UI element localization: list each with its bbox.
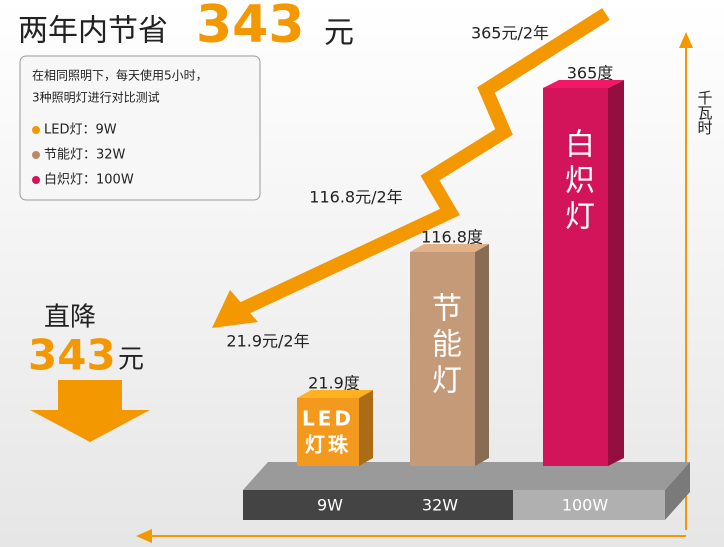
bar-side — [475, 244, 489, 466]
legend-dot — [32, 126, 40, 134]
note-line: 在相同照明下，每天使用5小时， — [32, 68, 208, 83]
usage-label: 116.8度 — [421, 228, 483, 247]
power-label: 9W — [317, 496, 343, 515]
cost-label: 365元/2年 — [471, 24, 549, 43]
power-label: 32W — [422, 496, 458, 515]
legend-dot — [32, 176, 40, 184]
bar-name: 白炽灯 — [559, 128, 594, 236]
legend-dot — [32, 151, 40, 159]
bar-side — [359, 390, 373, 466]
bar-top — [543, 80, 624, 88]
bar-name: 灯珠 — [305, 433, 351, 457]
platform-top — [243, 462, 690, 490]
down-arrow — [30, 380, 150, 442]
axis-arrow — [679, 32, 693, 48]
platform-front — [513, 490, 665, 520]
axis-label: 千瓦时 — [696, 90, 714, 135]
platform-side — [665, 462, 690, 520]
usage-label: 365度 — [567, 64, 614, 83]
legend-label: 白炽灯：100W — [44, 172, 134, 188]
headline-text: 两年内节省 — [18, 14, 168, 49]
bar — [410, 252, 475, 466]
bar-top — [297, 390, 373, 398]
cost-label: 21.9元/2年 — [226, 332, 309, 351]
usage-label: 21.9度 — [308, 374, 360, 393]
headline-amount: 343 — [196, 0, 305, 55]
trend-arrowhead — [212, 290, 258, 328]
cost-label: 116.8元/2年 — [309, 188, 402, 207]
bar — [297, 398, 359, 466]
bar-name: LED — [302, 407, 354, 431]
savings-unit: 元 — [118, 345, 144, 375]
power-label: 100W — [562, 496, 609, 515]
axis-arrow — [136, 529, 152, 543]
platform-front — [243, 490, 513, 520]
savings-label: 直降 — [44, 303, 96, 333]
legend-label: 节能灯：32W — [44, 148, 126, 163]
headline-unit: 元 — [324, 16, 354, 51]
note-box — [19, 55, 261, 201]
bar — [543, 88, 608, 466]
note-line: 3种照明灯进行对比测试 — [32, 90, 160, 105]
bar-side — [608, 80, 624, 466]
savings-amount: 343 — [28, 331, 116, 380]
bar-top — [410, 244, 489, 252]
bar-name: 节能灯 — [426, 292, 461, 400]
trend-arrow — [233, 8, 610, 319]
legend-label: LED灯：9W — [44, 123, 117, 138]
